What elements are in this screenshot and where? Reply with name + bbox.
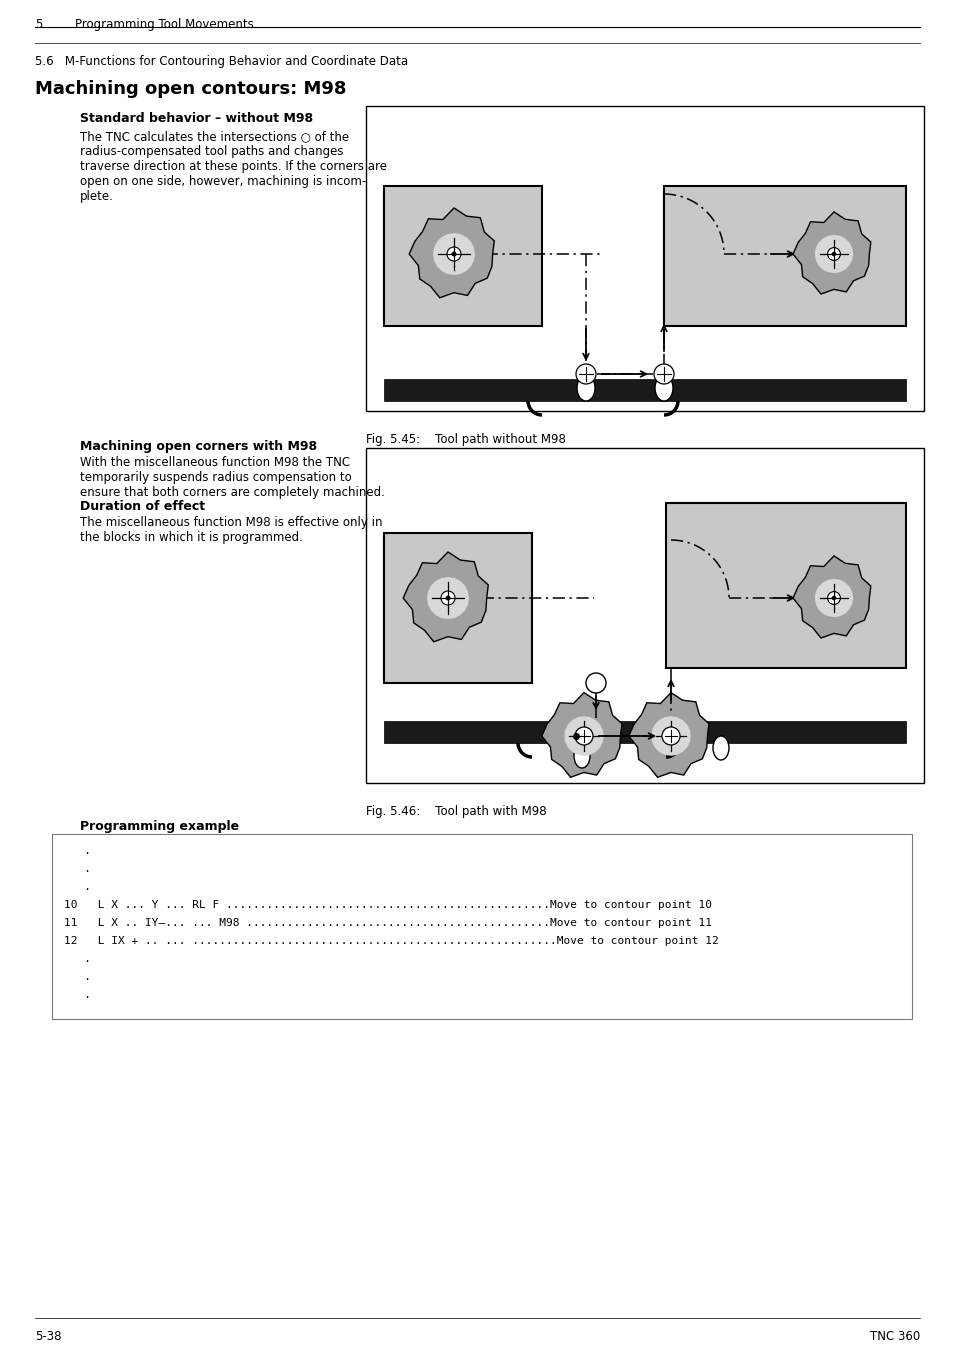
Bar <box>52 834 911 1019</box>
Polygon shape <box>433 232 475 276</box>
Text: .: . <box>64 865 91 874</box>
Circle shape <box>452 253 456 255</box>
Text: 12   L IX + .. ... ......................................................Move to: 12 L IX + .. ... .......................… <box>64 936 718 946</box>
Bar <box>384 721 905 743</box>
Text: the blocks in which it is programmed.: the blocks in which it is programmed. <box>80 531 302 544</box>
Text: Programming example: Programming example <box>80 820 239 834</box>
Text: temporarily suspends radius compensation to: temporarily suspends radius compensation… <box>80 471 352 484</box>
Text: TNC 360: TNC 360 <box>869 1329 919 1343</box>
Bar <box>384 186 541 326</box>
Text: .: . <box>64 846 91 857</box>
Polygon shape <box>427 577 469 619</box>
Text: The miscellaneous function M98 is effective only in: The miscellaneous function M98 is effect… <box>80 516 382 530</box>
Polygon shape <box>403 553 488 642</box>
Ellipse shape <box>574 744 589 767</box>
Text: open on one side, however, machining is incom-: open on one side, however, machining is … <box>80 176 366 188</box>
Circle shape <box>585 673 605 693</box>
Polygon shape <box>628 693 708 777</box>
Text: Programming Tool Movements: Programming Tool Movements <box>75 18 253 31</box>
Text: 11   L X .. IY–... ... M98 .............................................Move to : 11 L X .. IY–... ... M98 ...............… <box>64 917 711 928</box>
Circle shape <box>575 727 593 744</box>
Bar <box>366 105 923 411</box>
Text: Standard behavior – without M98: Standard behavior – without M98 <box>80 112 313 126</box>
Circle shape <box>661 727 679 744</box>
Bar <box>384 380 905 401</box>
Ellipse shape <box>655 376 672 401</box>
Ellipse shape <box>712 736 728 761</box>
Text: Fig. 5.45:    Tool path without M98: Fig. 5.45: Tool path without M98 <box>366 434 565 446</box>
Bar <box>384 534 532 684</box>
Circle shape <box>440 590 455 605</box>
Bar <box>663 186 905 326</box>
Text: .: . <box>64 990 91 1000</box>
Circle shape <box>447 247 460 261</box>
Text: .: . <box>64 971 91 982</box>
Ellipse shape <box>577 376 595 401</box>
Circle shape <box>581 735 585 738</box>
Circle shape <box>577 730 590 743</box>
Text: traverse direction at these points. If the corners are: traverse direction at these points. If t… <box>80 159 387 173</box>
Text: ensure that both corners are completely machined.: ensure that both corners are completely … <box>80 486 384 499</box>
Text: 5.6   M-Functions for Contouring Behavior and Coordinate Data: 5.6 M-Functions for Contouring Behavior … <box>35 55 408 68</box>
Text: plete.: plete. <box>80 190 113 203</box>
Circle shape <box>832 596 835 600</box>
Text: 10   L X ... Y ... RL F ................................................Move to : 10 L X ... Y ... RL F ..................… <box>64 900 711 911</box>
Text: .: . <box>64 882 91 892</box>
Circle shape <box>663 730 677 743</box>
Circle shape <box>832 253 835 255</box>
Polygon shape <box>792 212 870 295</box>
Polygon shape <box>814 235 852 273</box>
Circle shape <box>654 363 673 384</box>
Polygon shape <box>409 208 494 297</box>
Text: Machining open corners with M98: Machining open corners with M98 <box>80 440 316 453</box>
Circle shape <box>827 592 840 604</box>
Polygon shape <box>792 555 870 638</box>
Bar <box>665 503 905 667</box>
Polygon shape <box>541 693 621 777</box>
Circle shape <box>446 596 449 600</box>
Text: With the miscellaneous function M98 the TNC: With the miscellaneous function M98 the … <box>80 457 350 469</box>
Text: radius-compensated tool paths and changes: radius-compensated tool paths and change… <box>80 145 343 158</box>
Circle shape <box>827 247 840 261</box>
Polygon shape <box>814 578 852 617</box>
Text: 5: 5 <box>35 18 42 31</box>
Text: Duration of effect: Duration of effect <box>80 500 205 513</box>
Text: .: . <box>64 954 91 965</box>
Circle shape <box>669 735 672 738</box>
Bar <box>366 449 923 784</box>
Text: Machining open contours: M98: Machining open contours: M98 <box>35 80 346 99</box>
Text: Fig. 5.46:    Tool path with M98: Fig. 5.46: Tool path with M98 <box>366 805 546 817</box>
Circle shape <box>576 363 596 384</box>
Polygon shape <box>651 716 690 755</box>
Polygon shape <box>563 716 603 755</box>
Text: 5-38: 5-38 <box>35 1329 61 1343</box>
Text: The TNC calculates the intersections ○ of the: The TNC calculates the intersections ○ o… <box>80 130 349 143</box>
